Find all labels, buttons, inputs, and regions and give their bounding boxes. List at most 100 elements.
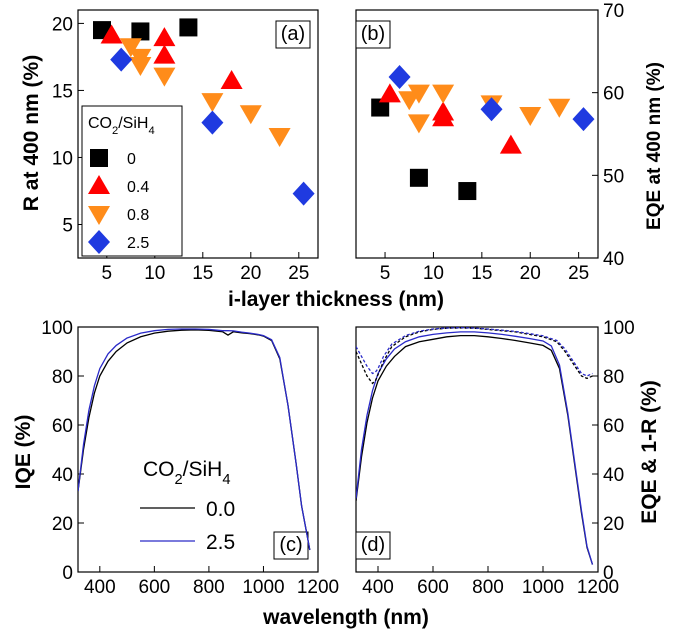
panel-d-frame [355, 326, 599, 573]
panel-a-xtick-label: 25 [288, 263, 309, 284]
panel-c-label-box [273, 531, 309, 560]
panel-a-label: (a) [281, 23, 305, 45]
panel-b-point-0.8 [407, 84, 430, 104]
panel-a-legend-label-0.4: 0.4 [127, 179, 149, 196]
panel-c-xtick-label: 400 [84, 577, 116, 598]
panel-c-ytick-label: 80 [52, 367, 73, 388]
panel-c-ytick-label: 60 [52, 416, 73, 437]
panel-a-legend-marker-0.8 [88, 206, 110, 225]
panel-b-xtick-label: 25 [568, 263, 589, 284]
panel-a-legend: CO2/SiH4 0 0.4 0.8 2.5 [81, 105, 183, 257]
panel-d-ytick-label: 80 [603, 367, 624, 388]
panel-d-series-1-R-0.0 [356, 327, 593, 385]
ab-xlabel: i-layer thickness (nm) [228, 288, 444, 311]
panel-b-frame [355, 9, 599, 259]
panel-d-series-EQE-0.0 [356, 334, 594, 565]
panel-d-label: (d) [361, 534, 385, 556]
panel-a-legend-marker-0.4 [88, 175, 110, 194]
panel-d-ytick-label: 0 [603, 563, 614, 584]
panel-a-point-0.4 [220, 70, 243, 90]
panel-b-xtick-label: 20 [520, 263, 541, 284]
panel-b-point-0 [458, 182, 477, 201]
panel-a-ytick-label: 20 [52, 14, 73, 35]
panel-d-xtick-label: 600 [417, 577, 449, 598]
b-ylabel: EQE at 400 nm (%) [644, 62, 665, 230]
panel-b-point-2.5 [480, 97, 503, 122]
panel-a-legend-title: CO2/SiH4 [88, 115, 155, 137]
panel-c: 400 600 800 1000 1200 0 20 40 60 80 100 (c) [41, 318, 339, 598]
panel-a-point-0.4 [153, 44, 176, 64]
panel-d-xtick-label: 400 [362, 577, 394, 598]
panel-a-legend-label-0: 0 [127, 151, 136, 168]
panel-b-point-0.8 [519, 106, 542, 126]
panel-b-label-box [355, 20, 391, 49]
panel-a-point-0.8 [268, 128, 291, 148]
panel-b-point-0.4 [432, 107, 455, 127]
panel-c-legend: CO2/SiH4 0.0 2.5 [140, 458, 235, 554]
panel-b-point-2.5 [572, 107, 595, 132]
panel-a-point-0.4 [100, 24, 123, 44]
panel-a-legend-marker-0 [90, 149, 108, 167]
panel-c-xtick-label: 1000 [242, 577, 284, 598]
panel-b-ytick-label: 60 [603, 84, 624, 105]
panel-b-point-0 [409, 168, 428, 187]
panel-d-ytick-label: 40 [603, 465, 624, 486]
c-ylabel: IQE (%) [12, 415, 35, 490]
d-ylabel: EQE & 1-R (%) [638, 380, 661, 524]
panel-a-point-2.5 [292, 181, 315, 206]
panel-d-xtick-label: 1200 [577, 577, 619, 598]
panel-a-point-0.4 [153, 27, 176, 47]
panel-a-xtick-label: 15 [192, 263, 213, 284]
panel-c-label: (c) [279, 534, 302, 556]
panel-c-legend-title: CO2/SiH4 [143, 458, 231, 488]
panel-c-legend-label-2.5: 2.5 [206, 531, 235, 554]
panel-a-legend-label-0.8: 0.8 [127, 207, 149, 224]
panel-a-point-0 [179, 18, 198, 37]
panel-d-ytick-label: 20 [603, 514, 624, 535]
panel-d-series-EQE-2.5 [356, 331, 594, 565]
panel-c-frame [77, 326, 319, 573]
panel-c-series-2.5 [78, 328, 311, 551]
panel-c-xtick-label: 600 [139, 577, 171, 598]
panel-b-ytick-label: 40 [603, 249, 624, 270]
panel-b-point-0.8 [432, 84, 455, 104]
panel-a-point-2.5 [201, 110, 224, 135]
panel-b-xtick-label: 5 [380, 263, 391, 284]
panel-a-point-0.8 [239, 105, 262, 125]
panel-a-xtick-label: 10 [144, 263, 165, 284]
panel-c-ytick-label: 100 [41, 318, 73, 339]
panel-a-xtick-label: 5 [102, 263, 113, 284]
panel-b-label: (b) [361, 23, 385, 45]
panel-d-ytick-label: 60 [603, 416, 624, 437]
panel-b-point-0 [371, 98, 390, 117]
panel-d-xtick-label: 800 [472, 577, 504, 598]
panel-b-point-0.8 [548, 98, 571, 118]
panel-c-legend-label-0.0: 0.0 [206, 498, 235, 521]
panel-b-xtick-label: 10 [423, 263, 444, 284]
panel-b-point-2.5 [388, 64, 411, 89]
panel-d-ytick-label: 100 [603, 318, 635, 339]
panel-c-xtick-label: 1200 [297, 577, 339, 598]
panel-a-point-0 [131, 22, 150, 41]
a-ylabel: R at 400 nm (%) [20, 55, 43, 211]
panel-d-label-box [355, 531, 391, 560]
panel-b: 5 10 15 20 25 40 50 60 70 (b) [355, 1, 624, 284]
panel-b-ytick-label: 70 [603, 1, 624, 22]
panel-b-xtick-label: 15 [471, 263, 492, 284]
panel-c-series-0.0 [78, 329, 311, 551]
panel-a-ytick-label: 15 [52, 81, 73, 102]
panel-a-legend-marker-2.5 [88, 230, 110, 254]
panel-a-xtick-label: 20 [240, 263, 261, 284]
panel-a-point-0.8 [129, 56, 152, 76]
panel-a-ytick-label: 5 [62, 215, 73, 236]
panel-a-ytick-label: 10 [52, 148, 73, 169]
panel-b-point-0.4 [499, 134, 522, 154]
panel-a-label-box [275, 20, 311, 49]
panel-a-point-0.8 [119, 38, 142, 58]
panel-c-ytick-label: 20 [52, 514, 73, 535]
panel-a-point-2.5 [110, 47, 133, 72]
panel-c-ytick-label: 0 [62, 563, 73, 584]
panel-c-xtick-label: 800 [193, 577, 225, 598]
